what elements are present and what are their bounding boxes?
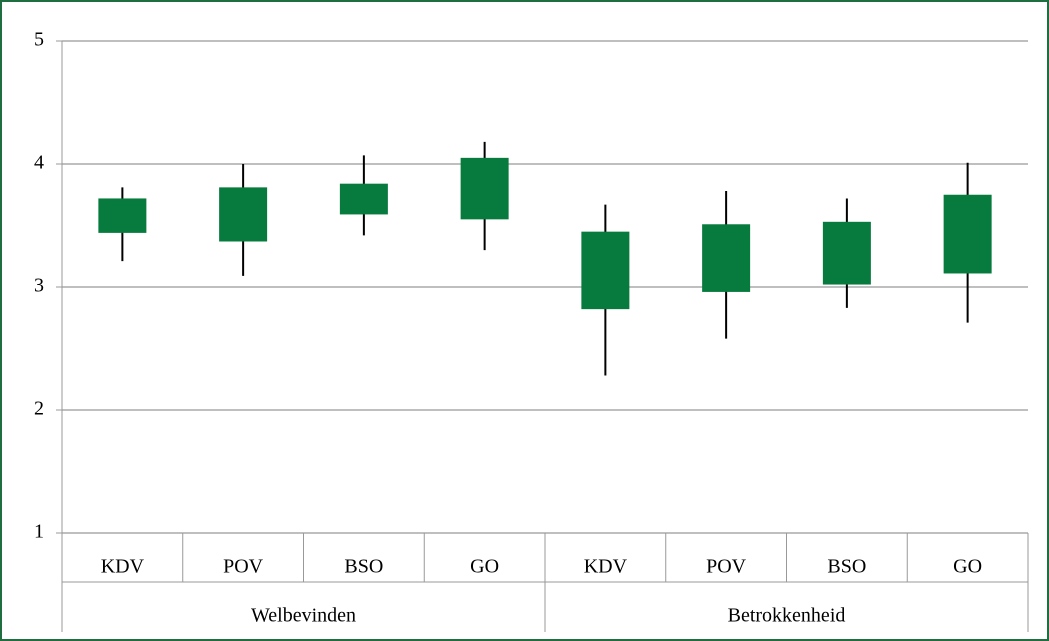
x-tick-label: BSO	[344, 556, 383, 578]
x-tick-label: BSO	[827, 556, 866, 578]
x-tick-label: GO	[470, 556, 499, 578]
box	[339, 183, 388, 215]
y-tick-label: 4	[34, 152, 44, 174]
x-tick-label: POV	[706, 556, 747, 578]
x-tick-label: GO	[953, 556, 982, 578]
y-tick-label: 1	[34, 521, 44, 543]
x-tick-label: KDV	[101, 556, 145, 578]
x-tick-label: KDV	[584, 556, 628, 578]
box	[581, 231, 630, 310]
box	[822, 221, 871, 285]
box	[219, 187, 268, 242]
box	[460, 157, 509, 220]
y-tick-label: 2	[34, 398, 44, 420]
y-tick-label: 3	[34, 275, 44, 297]
box	[702, 224, 751, 292]
x-tick-label: POV	[223, 556, 264, 578]
group-label: Welbevinden	[251, 605, 356, 627]
group-label: Betrokkenheid	[728, 605, 846, 627]
y-tick-label: 5	[34, 29, 44, 51]
box	[943, 194, 992, 274]
box	[98, 198, 147, 233]
